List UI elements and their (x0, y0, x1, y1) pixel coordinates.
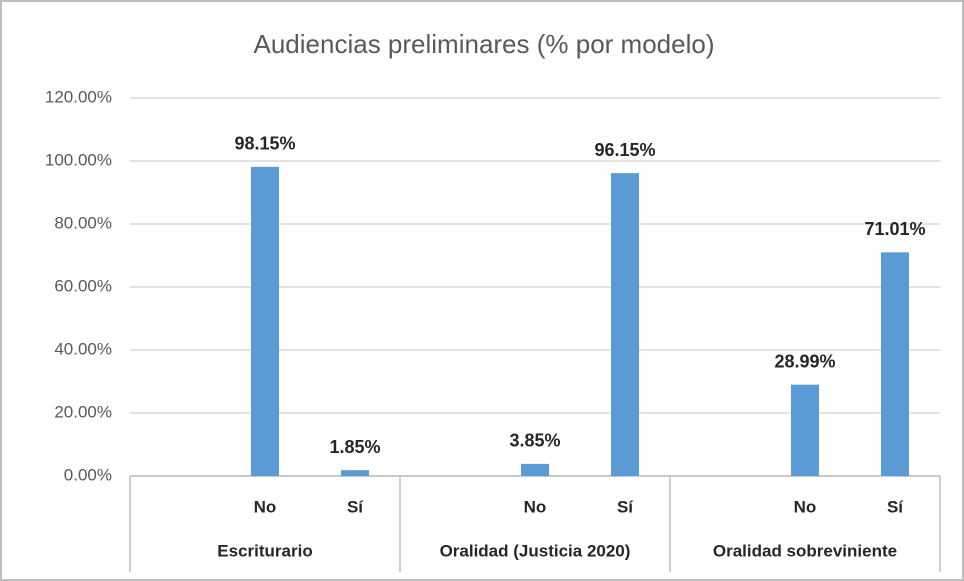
y-tick-label: 80.00% (54, 213, 112, 232)
y-tick-label: 60.00% (54, 276, 112, 295)
bar (341, 470, 369, 476)
x-tick-label: Sí (887, 497, 904, 516)
x-tick-label: Sí (617, 497, 634, 516)
chart-title: Audiencias preliminares (% por modelo) (254, 29, 715, 59)
bar (611, 173, 639, 476)
data-label: 1.85% (329, 437, 380, 457)
y-tick-label: 20.00% (54, 402, 112, 421)
bar (521, 463, 549, 476)
data-label: 98.15% (234, 134, 295, 154)
group-label: Escriturario (217, 541, 312, 560)
x-tick-label: Sí (347, 497, 364, 516)
data-label: 96.15% (594, 140, 655, 160)
group-label: Oralidad sobreviniente (713, 541, 897, 560)
data-label: 71.01% (864, 219, 925, 239)
y-tick-label: 40.00% (54, 339, 112, 358)
bar (251, 166, 279, 476)
group-label: Oralidad (Justicia 2020) (440, 541, 631, 560)
x-tick-label: No (254, 497, 277, 516)
data-label: 28.99% (774, 351, 835, 371)
y-tick-label: 0.00% (64, 465, 112, 484)
y-tick-label: 100.00% (45, 150, 112, 169)
bar (791, 384, 819, 476)
x-tick-label: No (794, 497, 817, 516)
bar (881, 252, 909, 476)
y-tick-label: 120.00% (45, 87, 112, 106)
data-label: 3.85% (509, 431, 560, 451)
x-tick-label: No (524, 497, 547, 516)
